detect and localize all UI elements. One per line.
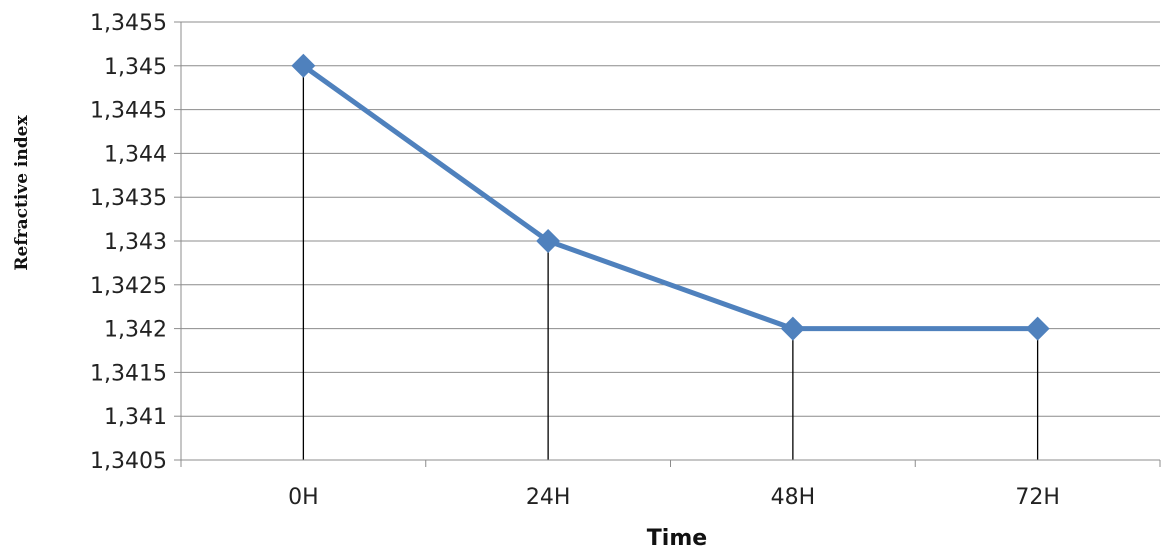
y-tick-label: 1,344 [104,142,167,167]
y-tick-label: 1,343 [104,230,167,255]
y-tick-label: 1,3455 [90,11,167,36]
data-point-marker [780,316,805,341]
drop-lines [302,65,1039,460]
y-tick-label: 1,3415 [90,361,167,386]
axes [174,21,1161,467]
x-tick-label: 48H [771,485,816,510]
series-line [301,63,1038,332]
x-tick-label: 0H [288,485,319,510]
x-tick-label: 24H [526,485,571,510]
y-tick-label: 1,345 [104,55,167,80]
y-axis-title: Refractive index [12,115,32,271]
x-tick-labels: 0H 24H 48H 72H [288,485,1060,510]
y-tick-label: 1,342 [104,318,167,343]
y-tick-label: 1,3405 [90,449,167,474]
x-axis-title: Time [647,526,707,546]
data-point-marker [536,229,561,253]
y-tick-label: 1,3435 [90,186,167,211]
data-point-marker [291,53,316,78]
x-tick-label: 72H [1015,485,1060,510]
y-tick-label: 1,341 [104,405,167,430]
y-tick-label: 1,3425 [90,274,167,299]
y-tick-label: 1,3445 [90,99,167,124]
series-group [291,53,1050,341]
gridlines [181,21,1160,417]
data-point-marker [1025,316,1050,341]
y-tick-labels: 1,3405 1,341 1,3415 1,342 1,3425 1,343 1,3435 1… [90,11,167,474]
